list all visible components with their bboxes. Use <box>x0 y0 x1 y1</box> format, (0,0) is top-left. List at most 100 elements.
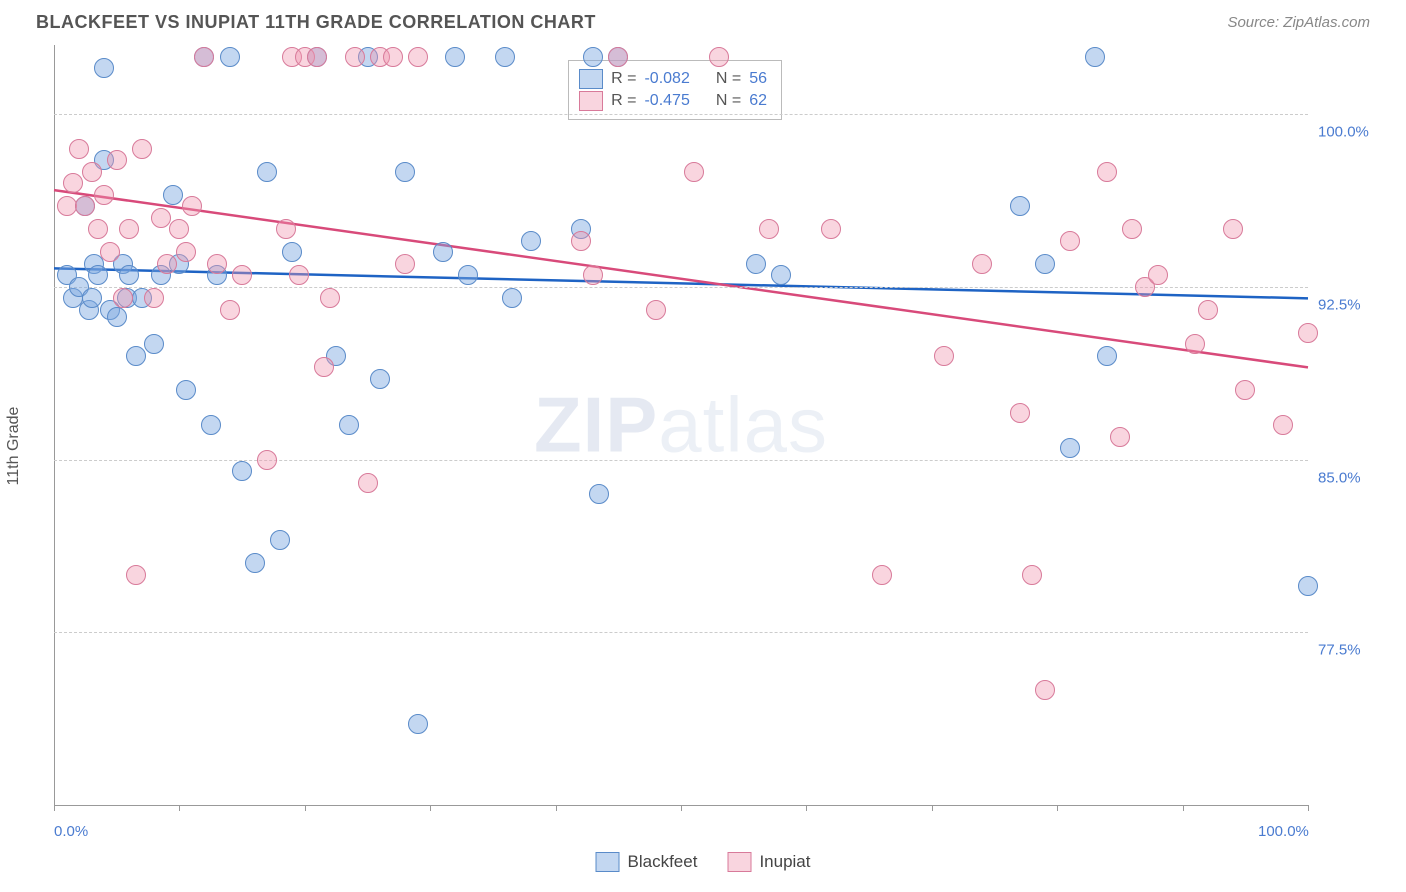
data-point <box>771 265 791 285</box>
x-tick <box>54 805 55 811</box>
data-point <box>583 265 603 285</box>
data-point <box>82 288 102 308</box>
r-label: R = <box>611 92 636 110</box>
data-point <box>113 288 133 308</box>
data-point <box>589 484 609 504</box>
y-tick-label: 92.5% <box>1318 296 1388 313</box>
data-point <box>232 461 252 481</box>
data-point <box>176 242 196 262</box>
x-tick <box>1057 805 1058 811</box>
x-tick <box>430 805 431 811</box>
n-value-blackfeet: 56 <box>749 70 767 88</box>
data-point <box>1035 680 1055 700</box>
watermark: ZIPatlas <box>534 380 828 471</box>
data-point <box>746 254 766 274</box>
data-point <box>126 346 146 366</box>
source-attribution: Source: ZipAtlas.com <box>1227 14 1370 31</box>
x-tick <box>1308 805 1309 811</box>
legend-item-inupiat: Inupiat <box>727 852 810 872</box>
data-point <box>276 219 296 239</box>
watermark-part1: ZIP <box>534 381 658 469</box>
data-point <box>1273 415 1293 435</box>
x-tick <box>681 805 682 811</box>
data-point <box>144 288 164 308</box>
x-axis-max-label: 100.0% <box>1258 823 1309 840</box>
data-point <box>608 47 628 67</box>
data-point <box>257 162 277 182</box>
x-tick <box>932 805 933 811</box>
data-point <box>176 380 196 400</box>
data-point <box>495 47 515 67</box>
data-point <box>144 334 164 354</box>
data-point <box>521 231 541 251</box>
data-point <box>1060 438 1080 458</box>
legend-swatch-blackfeet <box>596 852 620 872</box>
data-point <box>408 47 428 67</box>
scatter-plot-area: ZIPatlas R = -0.082 N = 56 R = -0.475 N … <box>54 45 1308 806</box>
data-point <box>358 473 378 493</box>
data-point <box>100 242 120 262</box>
data-point <box>182 196 202 216</box>
data-point <box>75 196 95 216</box>
swatch-blackfeet <box>579 69 603 89</box>
data-point <box>163 185 183 205</box>
data-point <box>245 553 265 573</box>
y-tick-label: 100.0% <box>1318 124 1388 141</box>
data-point <box>1148 265 1168 285</box>
data-point <box>257 450 277 470</box>
data-point <box>207 254 227 274</box>
data-point <box>571 231 591 251</box>
data-point <box>169 219 189 239</box>
data-point <box>339 415 359 435</box>
x-tick <box>179 805 180 811</box>
data-point <box>232 265 252 285</box>
gridline <box>54 632 1308 633</box>
x-tick <box>305 805 306 811</box>
series-legend: Blackfeet Inupiat <box>596 852 811 872</box>
stats-row-inupiat: R = -0.475 N = 62 <box>579 91 767 111</box>
data-point <box>1097 346 1117 366</box>
data-point <box>759 219 779 239</box>
data-point <box>502 288 522 308</box>
y-axis-line <box>54 45 55 805</box>
data-point <box>320 288 340 308</box>
data-point <box>646 300 666 320</box>
x-tick <box>806 805 807 811</box>
data-point <box>345 47 365 67</box>
data-point <box>1097 162 1117 182</box>
data-point <box>872 565 892 585</box>
data-point <box>132 139 152 159</box>
data-point <box>82 162 102 182</box>
y-tick-label: 77.5% <box>1318 642 1388 659</box>
stats-row-blackfeet: R = -0.082 N = 56 <box>579 69 767 89</box>
data-point <box>270 530 290 550</box>
correlation-stats-legend: R = -0.082 N = 56 R = -0.475 N = 62 <box>568 60 782 120</box>
data-point <box>458 265 478 285</box>
data-point <box>1235 380 1255 400</box>
data-point <box>1110 427 1130 447</box>
data-point <box>821 219 841 239</box>
data-point <box>408 714 428 734</box>
data-point <box>1298 323 1318 343</box>
data-point <box>1060 231 1080 251</box>
data-point <box>383 47 403 67</box>
data-point <box>157 254 177 274</box>
x-tick <box>1183 805 1184 811</box>
swatch-inupiat <box>579 91 603 111</box>
data-point <box>314 357 334 377</box>
x-tick <box>556 805 557 811</box>
data-point <box>972 254 992 274</box>
data-point <box>370 369 390 389</box>
gridline <box>54 114 1308 115</box>
data-point <box>94 58 114 78</box>
data-point <box>583 47 603 67</box>
data-point <box>395 254 415 274</box>
r-value-blackfeet: -0.082 <box>644 70 689 88</box>
data-point <box>1198 300 1218 320</box>
chart-title: BLACKFEET VS INUPIAT 11TH GRADE CORRELAT… <box>36 12 596 33</box>
data-point <box>94 185 114 205</box>
data-point <box>282 242 302 262</box>
data-point <box>684 162 704 182</box>
data-point <box>194 47 214 67</box>
legend-label-inupiat: Inupiat <box>759 852 810 872</box>
